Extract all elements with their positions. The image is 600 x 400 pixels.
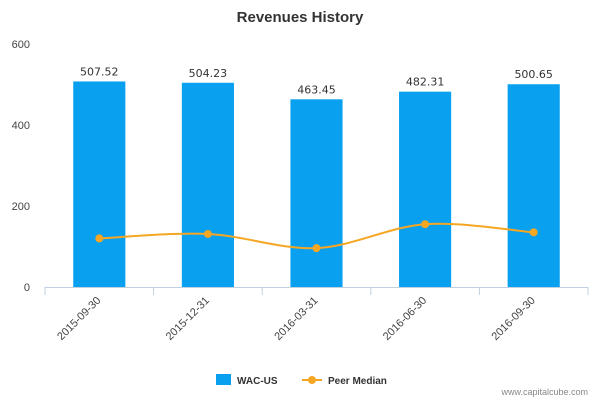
- legend-swatch-wac-us: [216, 374, 231, 385]
- x-tick-label: 2016-03-31: [272, 295, 320, 343]
- peer-median-point: [95, 234, 104, 243]
- peer-median-point: [529, 228, 538, 237]
- legend-label-peer-median: Peer Median: [328, 376, 387, 387]
- peer-median-point: [203, 229, 212, 238]
- peer-median-point: [421, 220, 430, 229]
- x-tick-label: 2015-12-31: [164, 295, 212, 343]
- peer-median-line-layer: [95, 220, 538, 253]
- data-labels-layer: 507.52 504.23 463.45 482.31 500.65: [80, 65, 553, 96]
- bar: [290, 99, 343, 287]
- x-tick-label: 2015-09-30: [55, 295, 103, 343]
- legend-label-wac-us: WAC-US: [237, 376, 278, 387]
- peer-median-point: [312, 244, 321, 253]
- y-tick-label: 0: [24, 282, 30, 294]
- legend-swatch-peer-median-dot: [308, 376, 316, 384]
- bar: [507, 84, 560, 287]
- data-label: 463.45: [297, 83, 336, 96]
- data-label: 482.31: [406, 76, 445, 89]
- y-tick-label: 400: [12, 120, 30, 132]
- bars-layer: [73, 81, 560, 287]
- bar: [181, 82, 234, 287]
- x-tick-label: 2016-06-30: [381, 295, 429, 343]
- data-label: 500.65: [514, 68, 553, 81]
- data-label: 504.23: [189, 67, 228, 80]
- legend: WAC-US Peer Median: [216, 374, 387, 387]
- watermark: www.capitalcube.com: [500, 387, 588, 397]
- x-tick-label: 2016-09-30: [490, 295, 538, 343]
- chart-title: Revenues History: [237, 9, 364, 26]
- y-tick-label: 200: [12, 201, 30, 213]
- bar: [73, 81, 126, 287]
- y-tick-label: 600: [12, 39, 30, 51]
- data-label: 507.52: [80, 65, 119, 78]
- bar: [399, 91, 452, 287]
